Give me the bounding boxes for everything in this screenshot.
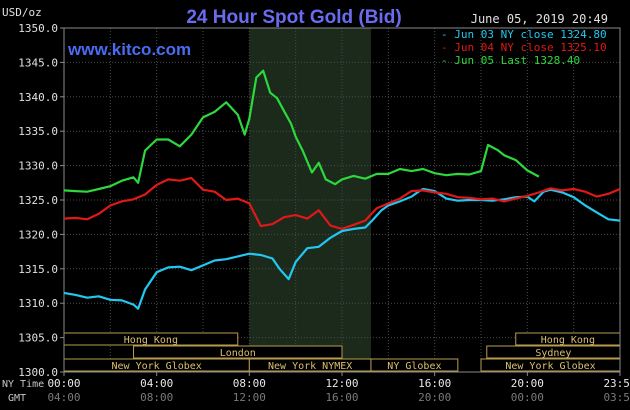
y-tick-label: 1325.0 <box>18 194 58 207</box>
session-bar-box <box>133 345 343 359</box>
session-bar: New York Globex <box>63 358 250 372</box>
x-tick-label-ny: 12:00 <box>325 377 358 390</box>
legend-entry: - Jun 05 Last 1328.40 <box>441 54 580 67</box>
x-tick-label-gmt: 20:00 <box>418 391 451 404</box>
x-tick-label-ny: 20:00 <box>511 377 544 390</box>
session-bar: NY Globex <box>370 358 459 372</box>
session-bar: New York NYMEX <box>248 358 372 372</box>
x-axis-ticks: 00:0004:0004:0008:0008:0012:0012:0016:00… <box>47 372 630 404</box>
x-row-label-gmt: GMT <box>8 393 26 404</box>
y-tick-label: 1340.0 <box>18 91 58 104</box>
session-label: NY Globex <box>387 361 441 372</box>
session-label: New York NYMEX <box>268 361 352 372</box>
y-tick-label: 1320.0 <box>18 228 58 241</box>
x-tick-label-ny: 16:00 <box>418 377 451 390</box>
chart-title: 24 Hour Spot Gold (Bid) <box>186 7 401 28</box>
session-label: Hong Kong <box>124 335 178 346</box>
price-series <box>63 69 621 310</box>
x-row-label-ny: NY Time <box>2 379 44 390</box>
x-tick-label-gmt: 04:00 <box>47 391 80 404</box>
series-line <box>63 69 540 193</box>
x-tick-label-ny: 04:00 <box>140 377 173 390</box>
x-tick-label-gmt: 12:00 <box>233 391 266 404</box>
y-axis-ticks: 1350.0 1345.0 1340.0 1335.0 1330.0 1325.0 1320… <box>18 22 64 379</box>
timestamp-label: June 05, 2019 20:49 <box>471 12 608 26</box>
session-bar: Hong Kong <box>515 332 621 346</box>
series-line <box>63 187 621 310</box>
session-label: Sydney <box>535 348 571 359</box>
session-bar: London <box>133 345 343 359</box>
x-tick-label-gmt: 08:00 <box>140 391 173 404</box>
y-tick-label: 1310.0 <box>18 297 58 310</box>
session-label: London <box>220 348 256 359</box>
y-tick-label: 1330.0 <box>18 160 58 173</box>
x-tick-label-ny: 23:59 <box>603 377 630 390</box>
y-tick-label: 1345.0 <box>18 56 58 69</box>
session-bar: Sydney <box>486 345 621 359</box>
y-tick-label: 1300.0 <box>18 366 58 379</box>
session-bar: Hong Kong <box>63 332 239 346</box>
session-bar: New York Globex <box>480 358 621 372</box>
session-label: New York Globex <box>505 361 595 372</box>
x-tick-label-gmt: 16:00 <box>325 391 358 404</box>
session-label: Hong Kong <box>541 335 595 346</box>
session-label: New York Globex <box>112 361 202 372</box>
x-tick-label-gmt: 00:00 <box>511 391 544 404</box>
legend: - Jun 03 NY close 1324.80- Jun 04 NY clo… <box>441 28 607 67</box>
x-tick-label-ny: 00:00 <box>47 377 80 390</box>
watermark-url: www.kitco.com <box>67 40 191 59</box>
legend-entry: - Jun 03 NY close 1324.80 <box>441 28 607 41</box>
trading-sessions: Hong Kong Hong Kong London Sydney New York G… <box>63 332 621 372</box>
y-tick-label: 1350.0 <box>18 22 58 35</box>
grid-lines <box>64 28 620 372</box>
y-tick-label: 1305.0 <box>18 332 58 345</box>
series-line <box>63 176 621 230</box>
x-tick-label-gmt: 03:59 <box>603 391 630 404</box>
y-tick-label: 1315.0 <box>18 263 58 276</box>
x-tick-label-ny: 08:00 <box>233 377 266 390</box>
y-axis-label: USD/oz <box>2 6 42 19</box>
legend-entry: - Jun 04 NY close 1325.10 <box>441 41 607 54</box>
y-tick-label: 1335.0 <box>18 125 58 138</box>
session-bar-box <box>370 358 459 372</box>
